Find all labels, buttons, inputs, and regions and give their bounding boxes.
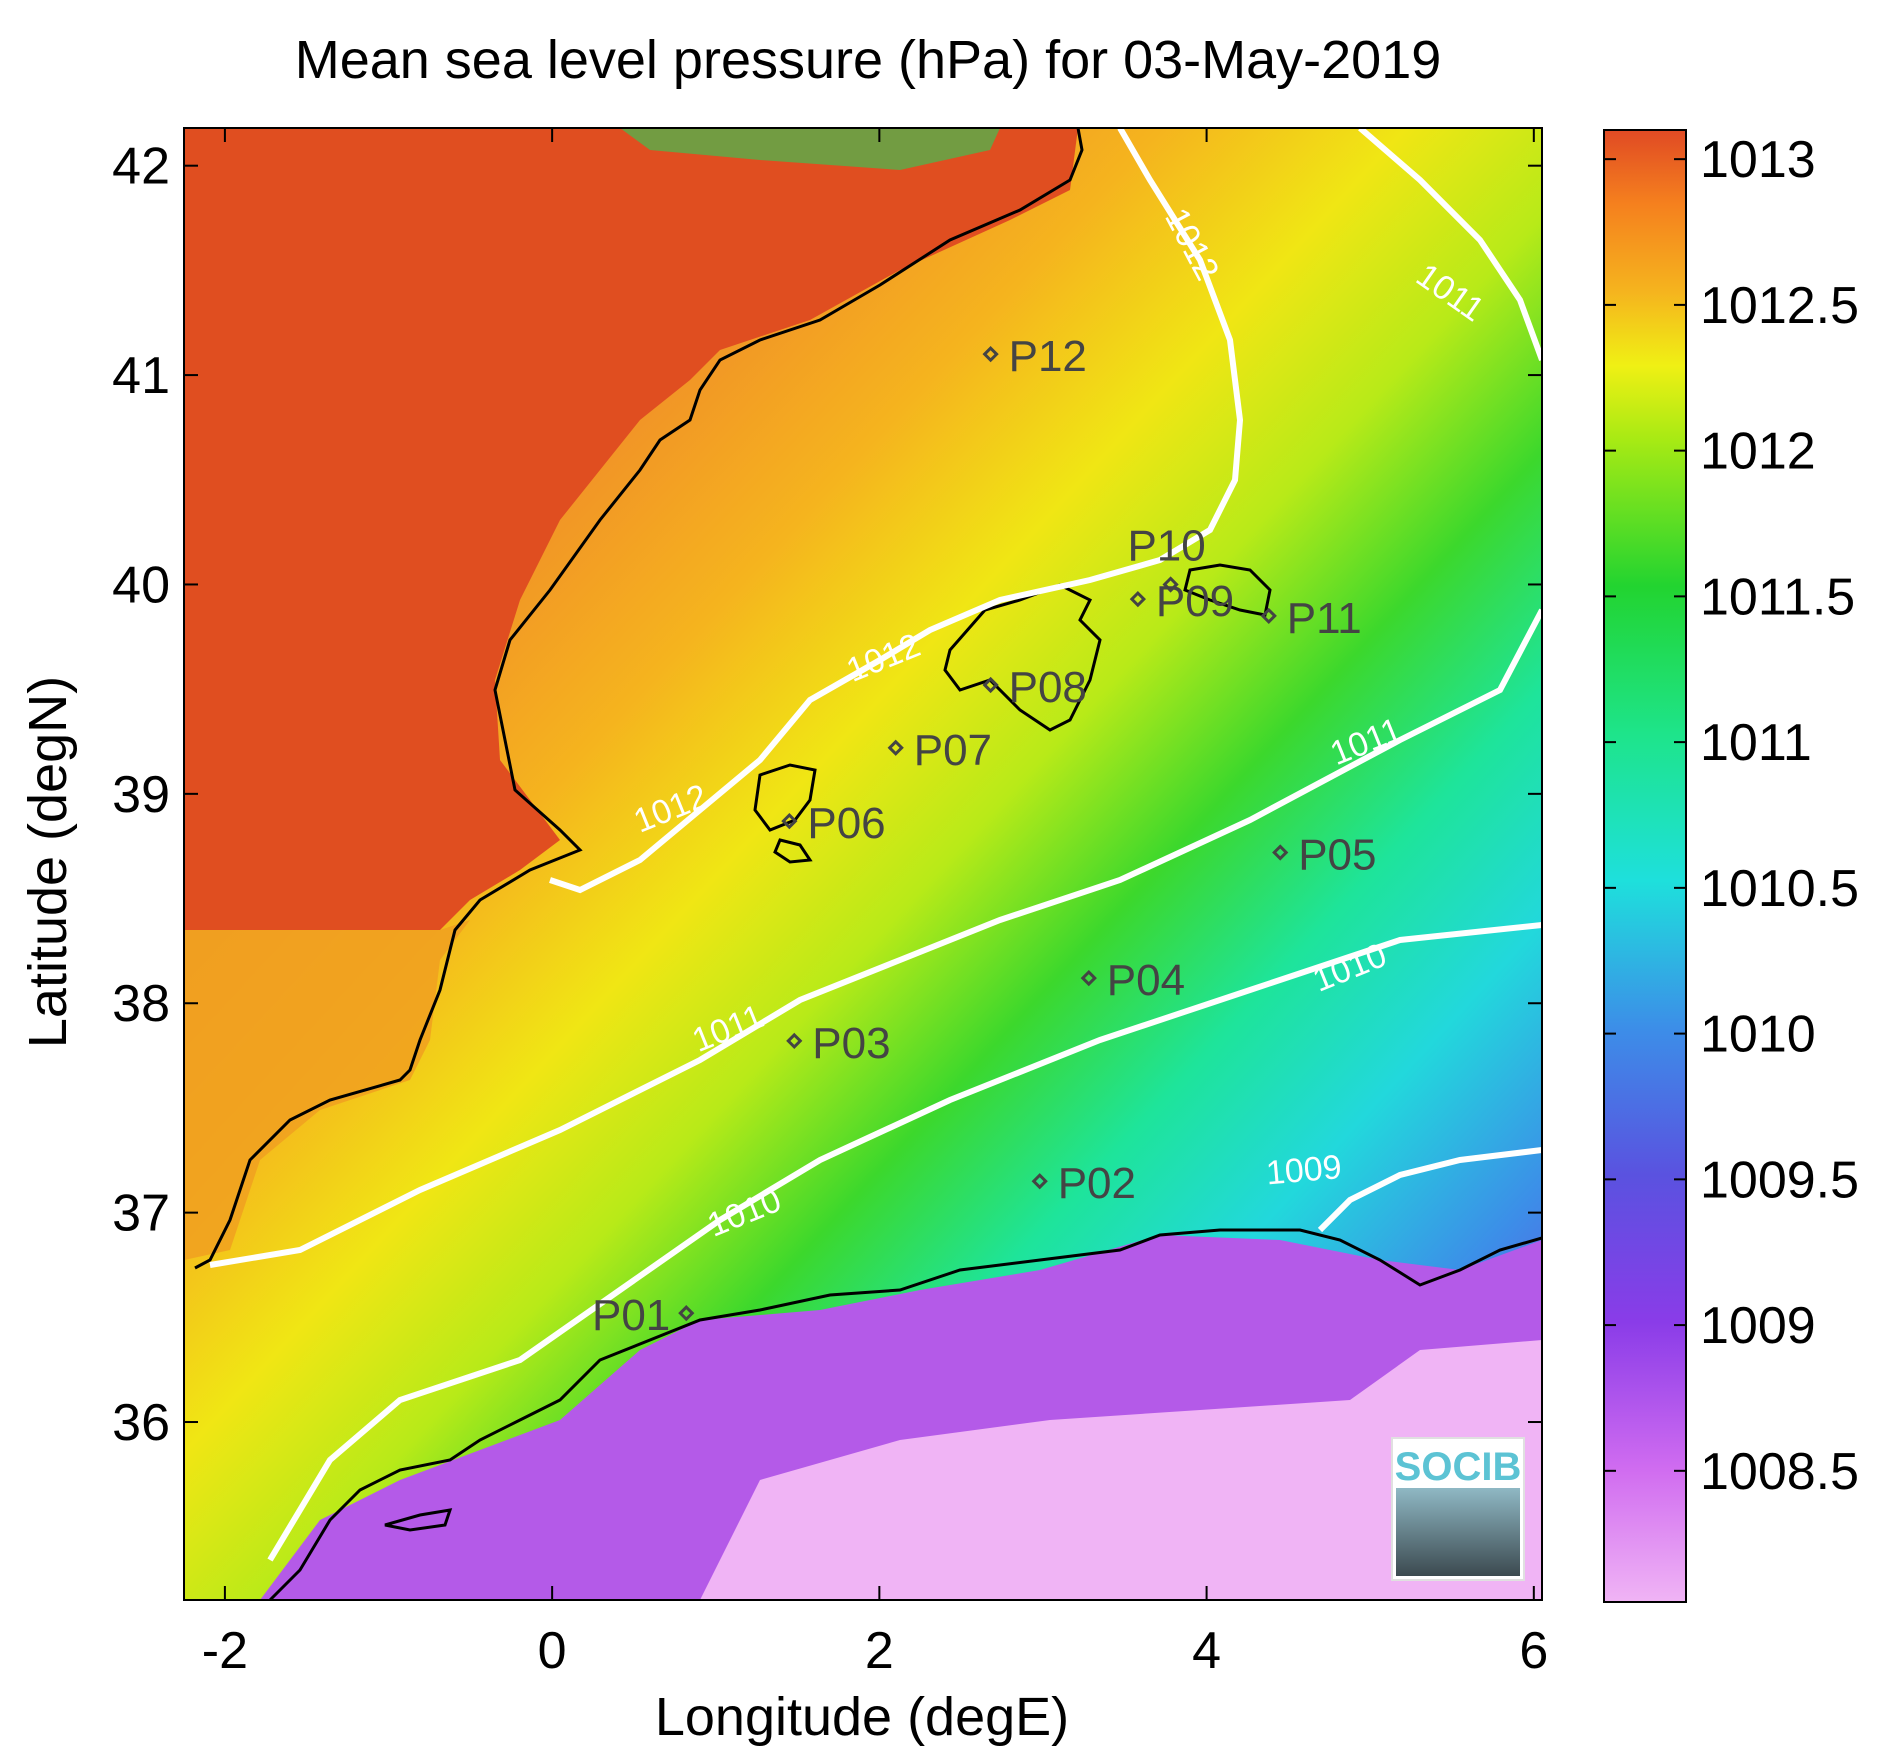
station-marker [887,739,904,756]
iberia-coastline [194,128,1084,1270]
isobar-1009 [1317,1147,1542,1233]
x-axis: -2 0 2 4 6 [202,128,1548,1680]
logo-wave [1396,1488,1520,1576]
y-axis: 36 37 38 39 40 41 42 [112,138,1542,1452]
station-label: P08 [1009,663,1087,712]
iberia-land-mixed [184,920,470,1260]
chart-title: Mean sea level pressure (hPa) for 03-May… [295,30,1442,90]
station-marker [982,676,999,694]
station-label: P11 [1287,594,1362,643]
colorbar-label: 1011.5 [1700,568,1855,626]
station-marker [1080,969,1097,987]
isobar-1011-ne [1358,128,1542,362]
stations: P01 P02 P03 P04 P05 P06 P07 P08 P09 P10 P11 P12 [592,332,1377,1340]
logo-text: SOCIB [1395,1445,1522,1489]
x-tick-label: 0 [538,1622,567,1680]
colorbar-label: 1013 [1700,131,1816,189]
station-label: P04 [1107,956,1185,1005]
station-label: P01 [592,1291,670,1340]
colorbar-label: 1011 [1700,714,1812,772]
isobar-1010 [267,922,1542,1562]
iberia-land-high-pressure [184,128,1078,930]
station-label: P02 [1058,1159,1136,1208]
station-marker [982,346,999,363]
station-marker [786,1032,803,1050]
isobar-1012-north [549,128,1244,894]
x-tick-label: 6 [1519,1622,1548,1680]
station-marker [1162,576,1179,593]
station-label: P07 [914,726,992,775]
y-tick-label: 36 [112,1394,170,1452]
ibiza-coastline [753,763,817,832]
station-label: P05 [1298,830,1376,879]
colorbar-label: 1012.5 [1700,277,1859,335]
colorbar [1603,129,1687,1603]
y-tick-label: 40 [112,556,170,614]
pressure-field [184,128,1542,1600]
colorbar-label: 1009 [1700,1297,1816,1355]
station-label: P06 [807,799,885,848]
colorbar-label: 1010.5 [1700,860,1859,918]
station-label: P12 [1009,332,1087,381]
x-tick-label: -2 [202,1622,248,1680]
y-tick-label: 41 [112,347,170,405]
station-marker [1031,1173,1048,1190]
plot-frame [183,127,1543,1601]
y-axis-label: Latitude (degN) [18,676,78,1048]
x-tick-label: 2 [865,1622,894,1680]
colorbar-label: 1008.5 [1700,1443,1859,1501]
station-marker [678,1305,695,1322]
y-tick-label: 37 [112,1185,170,1243]
isobar-label: 1009 [1264,1148,1343,1192]
colorbar-label: 1010 [1700,1006,1816,1064]
x-tick-label: 4 [1192,1622,1221,1680]
y-tick-label: 39 [112,766,170,824]
africa-land-pink [700,1340,1542,1600]
y-tick-label: 38 [112,975,170,1033]
station-label: P10 [1127,521,1205,570]
x-axis-label: Longitude (degE) [655,1687,1069,1747]
station-marker [781,812,798,830]
isobars [209,128,1542,1562]
colorbar-label: 1009.5 [1700,1151,1859,1209]
station-label: P09 [1156,577,1234,626]
y-tick-label: 42 [112,138,170,196]
sardinia-area-green [620,128,1000,170]
station-label: P03 [812,1019,890,1068]
coastlines [194,128,1542,1600]
station-marker [1272,844,1289,861]
africa-coastline [268,1228,1542,1600]
colorbar-label: 1012 [1700,423,1816,481]
station-marker [1129,591,1146,608]
station-marker [1260,607,1277,624]
colorbar-ticks: 1013 1012.5 1012 1011.5 1011 1010.5 1010 1009.5… [1604,131,1859,1501]
formentera-coastline [773,838,813,864]
socib-logo: SOCIB [1391,1437,1525,1581]
isobar-1011-mid [209,608,1542,1268]
alboran-coastline [384,1508,453,1532]
